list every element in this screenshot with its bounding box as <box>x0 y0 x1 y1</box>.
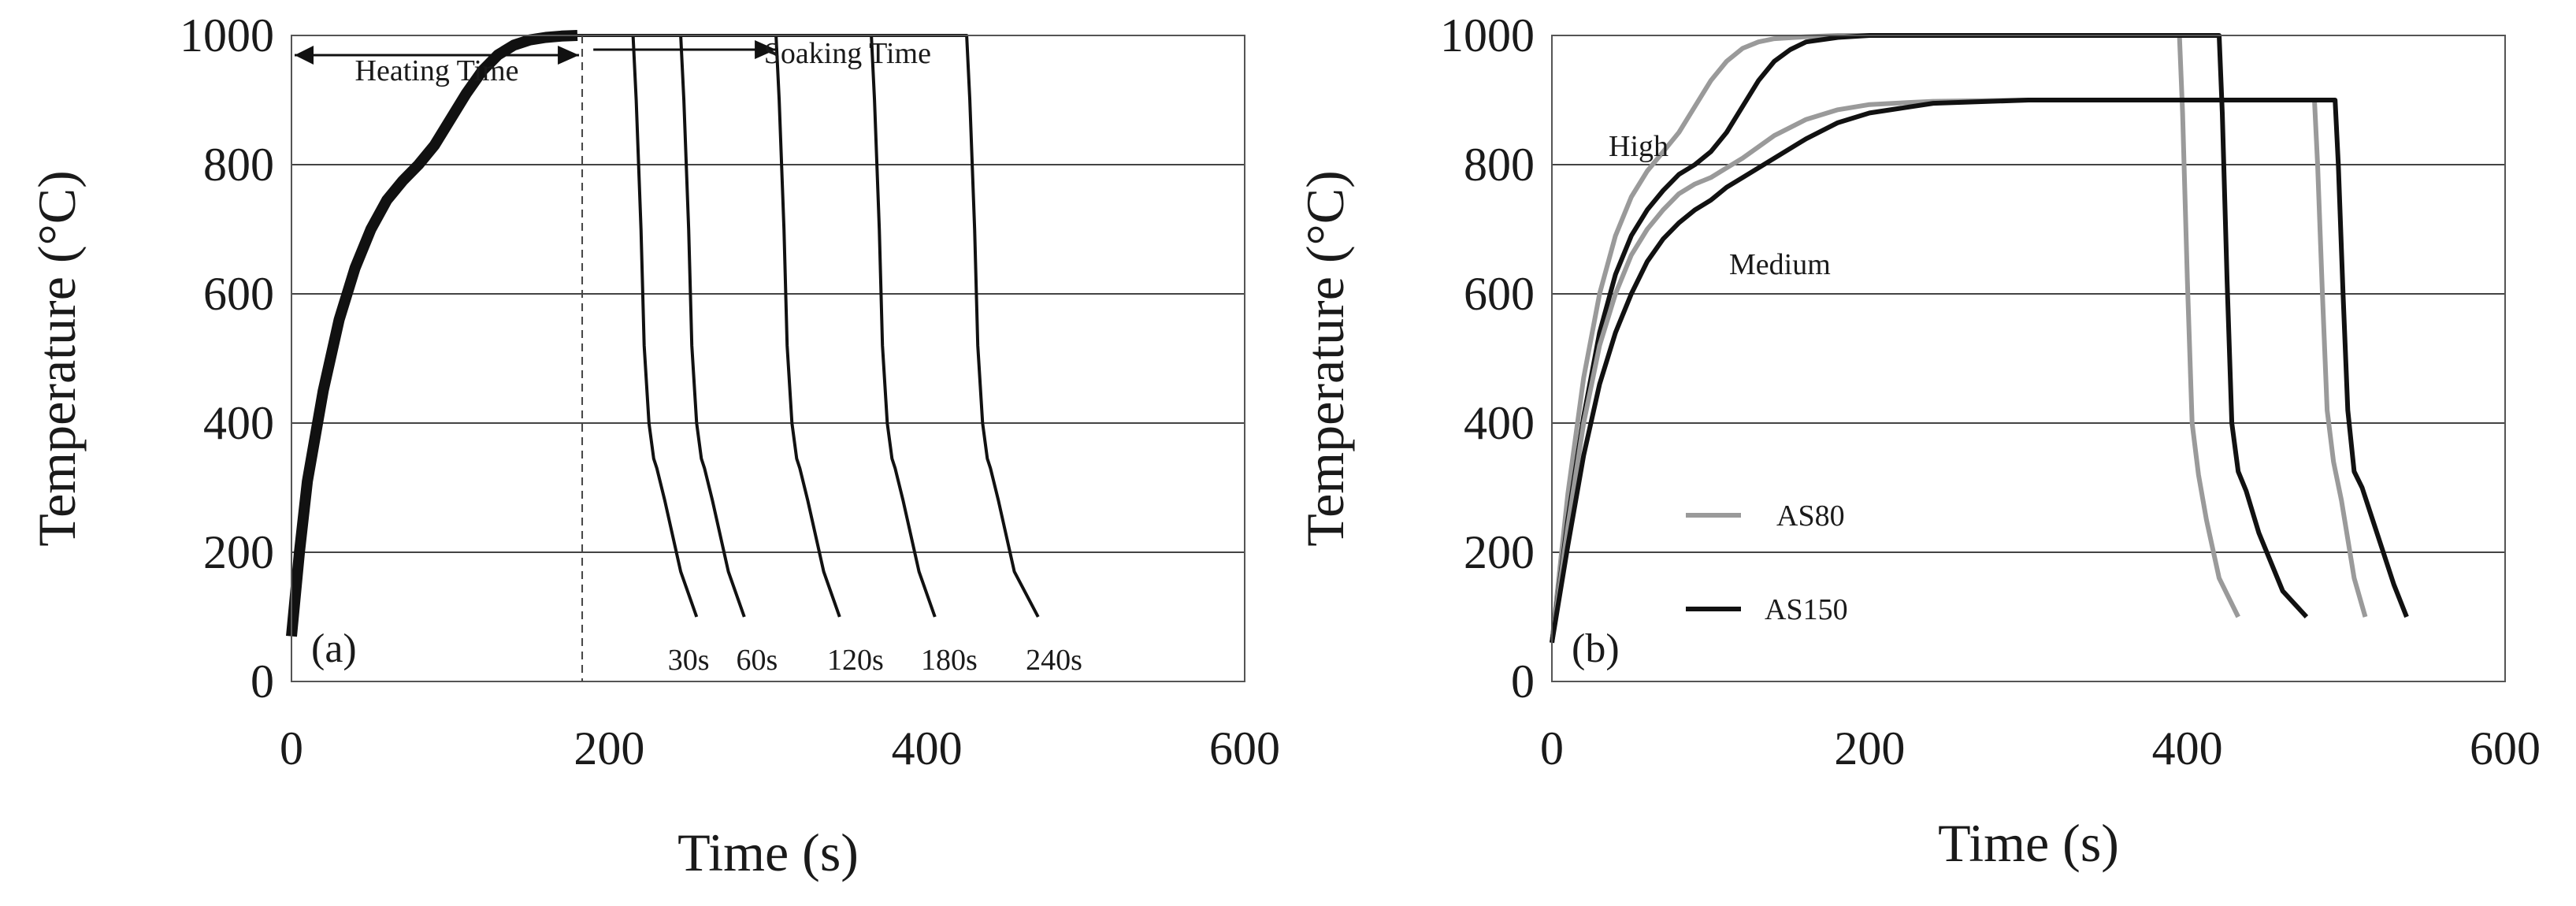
medium-label: Medium <box>1729 248 1831 281</box>
y-tick-label: 600 <box>1464 268 1535 320</box>
y-axis-title: Temperature (°C) <box>1295 170 1355 546</box>
heating-curve <box>286 30 578 637</box>
y-tick-labels: 0 200 400 600 800 1000 <box>1440 9 1535 707</box>
legend: AS80 AS150 <box>1686 499 1848 626</box>
x-axis-title: Time (s) <box>677 822 859 882</box>
y-tick-label: 0 <box>251 655 274 707</box>
x-tick-label: 200 <box>1834 722 1905 774</box>
grid-lines <box>1552 35 2505 553</box>
soak-end-label: 180s <box>921 644 978 677</box>
series-line-as80-high <box>1550 33 2240 644</box>
y-tick-label: 1000 <box>1440 9 1535 61</box>
panel-label-b: (b) <box>1572 626 1620 671</box>
x-tick-label: 600 <box>1209 722 1280 774</box>
x-tick-label: 400 <box>892 722 963 774</box>
high-label: High <box>1609 130 1668 163</box>
x-tick-labels: 0 200 400 600 <box>280 722 1280 774</box>
grid-lines <box>291 35 1245 553</box>
soak-end-label: 30s <box>668 644 710 677</box>
soak-end-label: 240s <box>1026 644 1082 677</box>
series-line-120s <box>577 34 841 618</box>
x-tick-labels: 0 200 400 600 <box>1540 722 2541 774</box>
x-tick-label: 0 <box>1540 722 1564 774</box>
y-tick-label: 200 <box>1464 526 1535 578</box>
series-line-as150-high <box>1550 33 2309 644</box>
x-tick-label: 0 <box>280 722 303 774</box>
y-tick-label: 800 <box>1464 139 1535 191</box>
series-line-180s <box>577 34 937 618</box>
y-tick-labels: 0 200 400 600 800 1000 <box>180 9 274 707</box>
chart-panel-a: 0 200 400 600 800 1000 0 200 400 600 Heating Tim… <box>27 9 1280 882</box>
soak-end-labels: 30s 60s 120s 180s 240s <box>668 644 1082 677</box>
panel-label-a: (a) <box>311 626 357 671</box>
plot-frame <box>1551 35 2506 682</box>
soak-end-label: 60s <box>736 644 778 677</box>
series-line-as80-medium <box>1550 98 2368 644</box>
heating-time-label: Heating Time <box>355 54 519 87</box>
series-group <box>286 30 1040 637</box>
legend-label-as80: AS80 <box>1776 499 1845 533</box>
x-tick-label: 600 <box>2470 722 2541 774</box>
y-tick-label: 800 <box>203 139 274 191</box>
y-tick-label: 400 <box>1464 397 1535 449</box>
x-tick-label: 200 <box>573 722 644 774</box>
soak-end-label: 120s <box>827 644 884 677</box>
y-tick-label: 600 <box>203 268 274 320</box>
chart-panel-b: 0 200 400 600 800 1000 0 200 400 600 High Medium… <box>1295 9 2541 873</box>
x-axis-title: Time (s) <box>1938 813 2119 873</box>
y-tick-label: 0 <box>1511 655 1535 707</box>
series-line-240s <box>577 34 1040 618</box>
series-group <box>1550 33 2409 644</box>
legend-label-as150: AS150 <box>1765 593 1848 626</box>
y-tick-label: 200 <box>203 526 274 578</box>
series-line-60s <box>577 34 746 618</box>
x-tick-label: 400 <box>2152 722 2223 774</box>
soaking-time-label: Soaking Time <box>764 37 931 70</box>
y-tick-label: 1000 <box>180 9 274 61</box>
series-line-30s <box>577 34 699 618</box>
plot-frame <box>291 35 1245 682</box>
series-line-as150-medium <box>1550 98 2409 644</box>
y-axis-title: Temperature (°C) <box>27 170 87 546</box>
y-tick-label: 400 <box>203 397 274 449</box>
